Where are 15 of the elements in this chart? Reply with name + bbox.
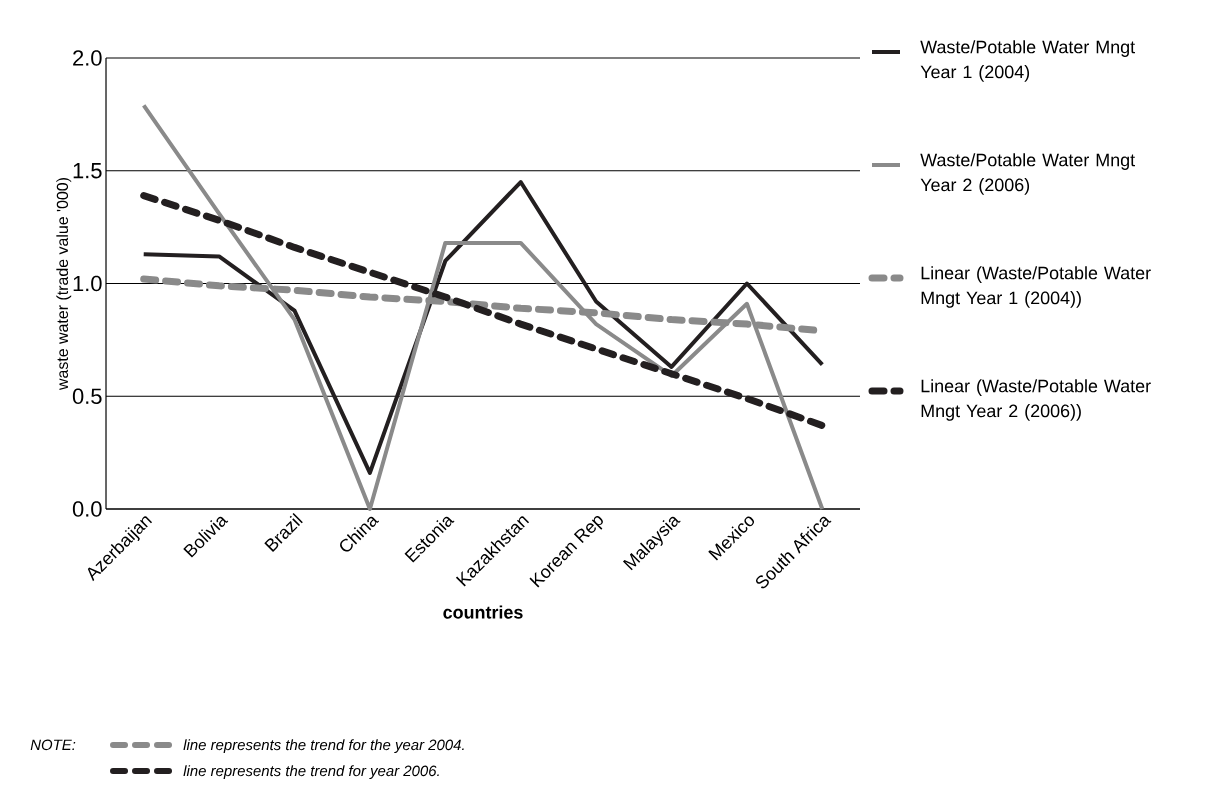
line-series xyxy=(141,103,825,511)
y-tick-label: 0.0 xyxy=(72,501,102,517)
y-axis-title: waste water (trade value '000) xyxy=(56,178,72,391)
y-tick-label: 2.0 xyxy=(73,50,102,66)
legend-label: Linear (Waste/Potable Water Mngt Year 2 (2006)) xyxy=(921,379,1151,421)
text: line represents the trend for the year 2004. xyxy=(183,739,464,754)
text: line represents the trend for year 2006. xyxy=(183,765,439,780)
legend-label: Waste/Potable Water Mngt Year 1 (2004) xyxy=(920,40,1135,82)
text: NOTE: xyxy=(30,739,76,751)
y-tick-label: 1.5 xyxy=(73,163,102,179)
x-axis-title: countries xyxy=(443,605,523,619)
legend-label: Linear (Waste/Potable Water Mngt Year 1 (2004)) xyxy=(921,266,1151,308)
legend-label: Waste/Potable Water Mngt Year 2 (2006) xyxy=(920,153,1135,195)
y-tick-label: 1.0 xyxy=(73,275,102,292)
y-tick-label: 0.5 xyxy=(72,388,102,405)
